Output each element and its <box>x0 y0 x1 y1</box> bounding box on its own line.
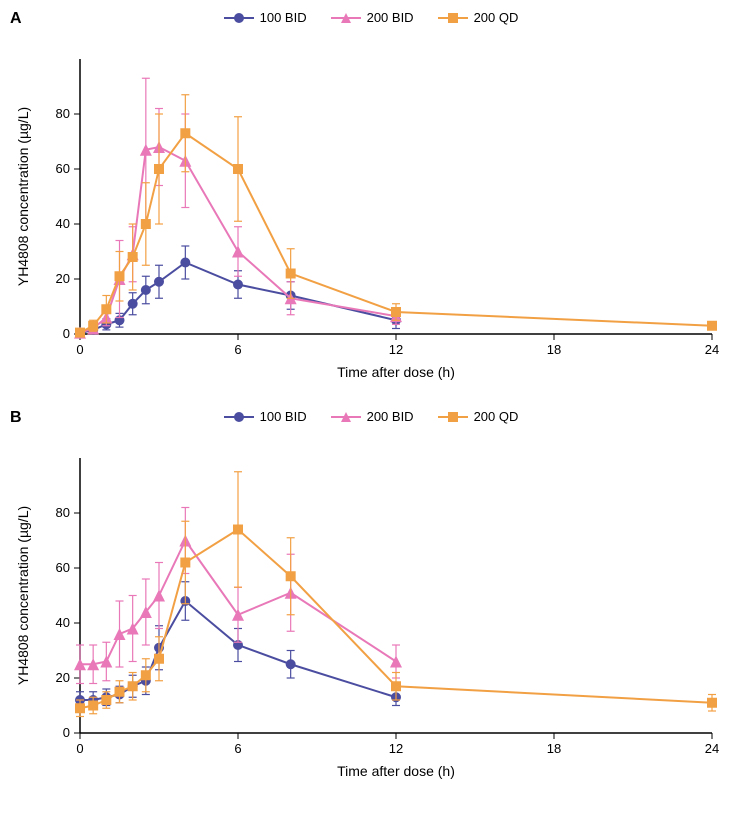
y-axis-label: YH4808 concentration (µg/L) <box>15 506 31 685</box>
data-marker-triangle-icon <box>114 628 126 640</box>
data-marker-square-icon <box>707 321 717 331</box>
data-marker-square-icon <box>101 695 111 705</box>
panel-label: A <box>10 10 22 28</box>
legend-swatch <box>438 416 468 418</box>
y-tick-label: 80 <box>56 106 70 121</box>
data-marker-square-icon <box>88 321 98 331</box>
data-marker-square-icon <box>391 307 401 317</box>
data-marker-triangle-icon <box>232 246 244 258</box>
legend-item: 200 BID <box>331 10 414 25</box>
x-tick-label: 24 <box>705 741 719 756</box>
x-tick-label: 6 <box>234 342 241 357</box>
legend-item: 200 BID <box>331 409 414 424</box>
data-marker-square-icon <box>154 654 164 664</box>
chart-svg: 0 6 12 18 24 0 20 40 60 80 Time after dose (h) YH48… <box>10 29 732 389</box>
y-tick-label: 60 <box>56 560 70 575</box>
data-marker-square-icon <box>141 670 151 680</box>
data-marker-square-icon <box>115 687 125 697</box>
legend-swatch <box>331 416 361 418</box>
chart-svg: 0 6 12 18 24 0 20 40 60 80 Time after dose (h) YH48… <box>10 428 732 788</box>
legend-label: 200 BID <box>367 409 414 424</box>
legend-marker-triangle-icon <box>339 11 353 25</box>
data-marker-square-icon <box>286 571 296 581</box>
y-tick-label: 80 <box>56 505 70 520</box>
data-marker-square-icon <box>88 701 98 711</box>
data-marker-triangle-icon <box>390 656 402 668</box>
y-tick-label: 0 <box>63 725 70 740</box>
legend-label: 100 BID <box>260 10 307 25</box>
y-tick-label: 0 <box>63 326 70 341</box>
data-marker-circle-icon <box>180 258 190 268</box>
data-marker-circle-icon <box>233 280 243 290</box>
x-tick-label: 6 <box>234 741 241 756</box>
legend-swatch <box>224 416 254 418</box>
x-tick-label: 0 <box>76 342 83 357</box>
data-marker-square-icon <box>75 328 85 338</box>
legend-label: 200 QD <box>474 10 519 25</box>
x-axis-label: Time after dose (h) <box>337 763 455 779</box>
legend-marker-square-icon <box>446 11 460 25</box>
legend-label: 200 BID <box>367 10 414 25</box>
legend: 100 BID 200 BID 200 QD <box>10 10 732 25</box>
data-marker-square-icon <box>233 525 243 535</box>
data-marker-circle-icon <box>286 659 296 669</box>
panel-label: B <box>10 409 22 427</box>
legend-item: 200 QD <box>438 409 519 424</box>
data-marker-triangle-icon <box>153 590 165 602</box>
data-marker-circle-icon <box>128 299 138 309</box>
x-axis-label: Time after dose (h) <box>337 364 455 380</box>
panel-A: A 100 BID 200 BID <box>10 10 732 389</box>
legend-swatch <box>331 17 361 19</box>
x-tick-label: 0 <box>76 741 83 756</box>
data-marker-square-icon <box>286 269 296 279</box>
data-marker-square-icon <box>154 164 164 174</box>
y-tick-label: 20 <box>56 271 70 286</box>
panel-B: B 100 BID 200 BID <box>10 409 732 788</box>
data-marker-circle-icon <box>154 277 164 287</box>
data-marker-square-icon <box>75 703 85 713</box>
data-marker-square-icon <box>391 681 401 691</box>
data-marker-square-icon <box>180 128 190 138</box>
legend: 100 BID 200 BID 200 QD <box>10 409 732 424</box>
legend-marker-circle-icon <box>232 11 246 25</box>
x-tick-label: 18 <box>547 342 561 357</box>
data-marker-square-icon <box>141 219 151 229</box>
legend-marker-triangle-icon <box>339 410 353 424</box>
x-tick-label: 12 <box>389 741 403 756</box>
legend-item: 200 QD <box>438 10 519 25</box>
data-marker-square-icon <box>115 271 125 281</box>
y-tick-label: 40 <box>56 216 70 231</box>
legend-marker-circle-icon <box>232 410 246 424</box>
data-marker-square-icon <box>180 558 190 568</box>
legend-swatch <box>224 17 254 19</box>
y-axis-label: YH4808 concentration (µg/L) <box>15 107 31 286</box>
legend-item: 100 BID <box>224 10 307 25</box>
legend-item: 100 BID <box>224 409 307 424</box>
legend-label: 100 BID <box>260 409 307 424</box>
x-tick-label: 12 <box>389 342 403 357</box>
data-marker-square-icon <box>128 681 138 691</box>
legend-swatch <box>438 17 468 19</box>
x-tick-label: 24 <box>705 342 719 357</box>
x-tick-label: 18 <box>547 741 561 756</box>
data-marker-square-icon <box>128 252 138 262</box>
y-tick-label: 20 <box>56 670 70 685</box>
legend-label: 200 QD <box>474 409 519 424</box>
legend-marker-square-icon <box>446 410 460 424</box>
data-marker-square-icon <box>101 304 111 314</box>
data-marker-square-icon <box>707 698 717 708</box>
series-line <box>80 133 712 332</box>
data-marker-circle-icon <box>141 285 151 295</box>
data-marker-square-icon <box>233 164 243 174</box>
y-tick-label: 40 <box>56 615 70 630</box>
y-tick-label: 60 <box>56 161 70 176</box>
